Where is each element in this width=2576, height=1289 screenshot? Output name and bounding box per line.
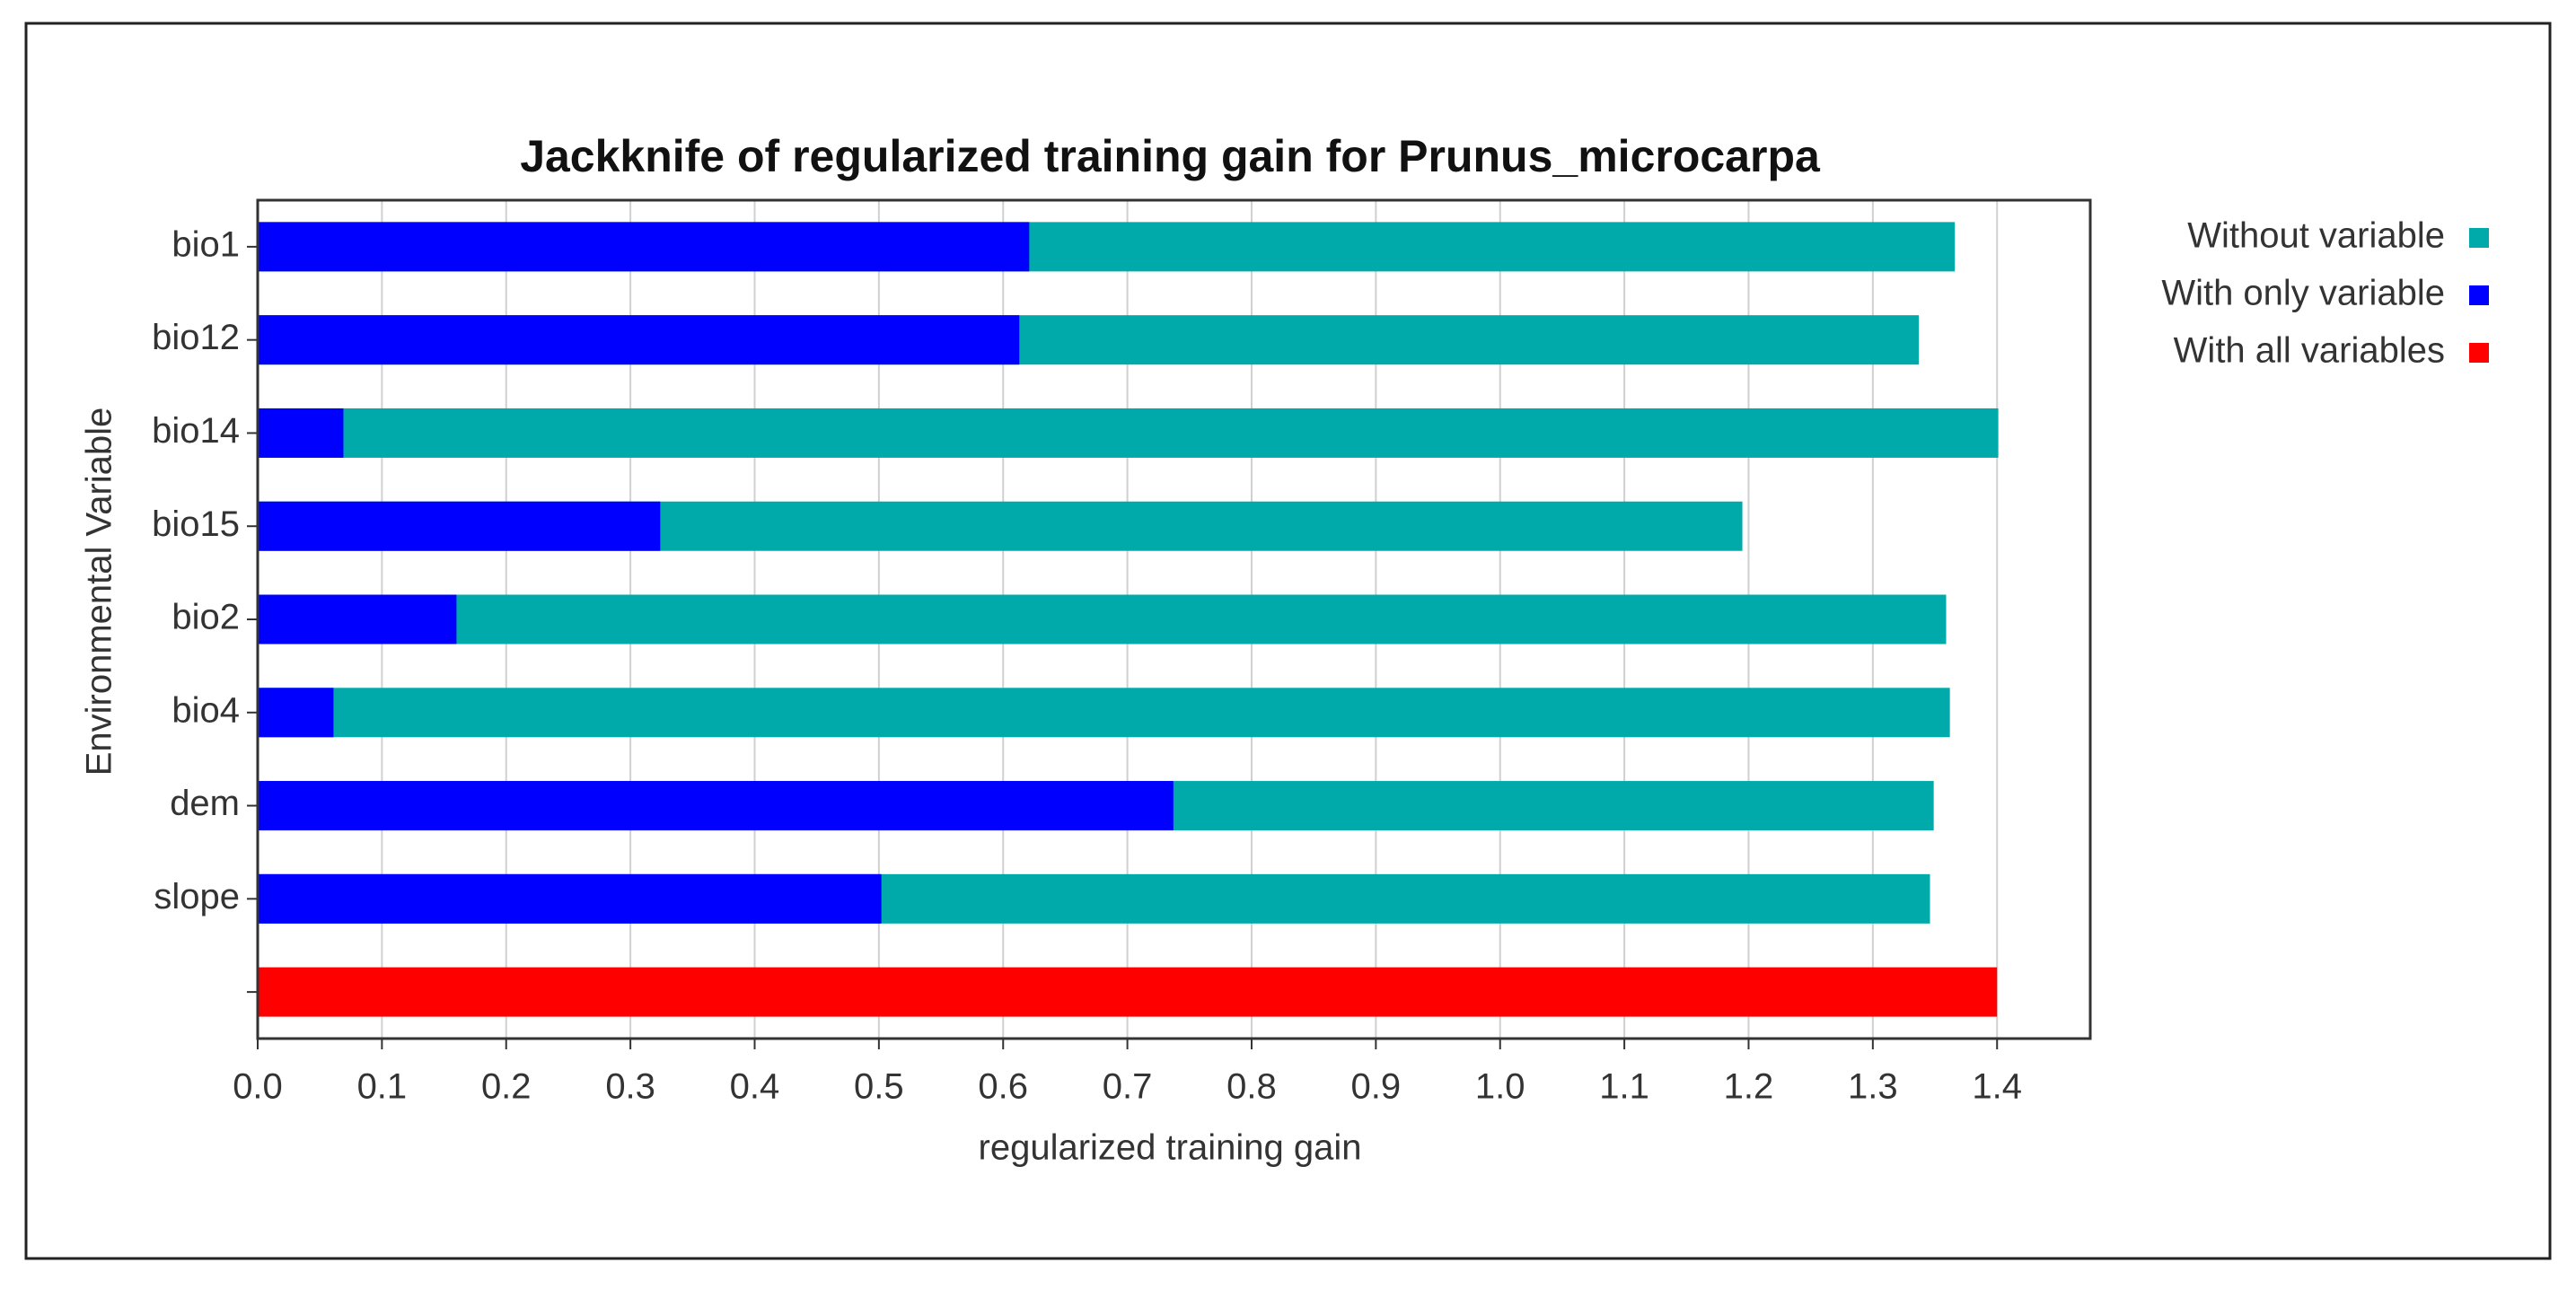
x-tick-label: 0.9 bbox=[1351, 1067, 1402, 1107]
bar bbox=[258, 408, 344, 458]
bar bbox=[258, 873, 882, 924]
bar bbox=[258, 594, 457, 644]
x-tick-label: 0.7 bbox=[1103, 1067, 1153, 1107]
bar bbox=[258, 222, 1030, 272]
legend-label: With all variables bbox=[2174, 331, 2445, 371]
x-tick-label: 0.6 bbox=[978, 1067, 1028, 1107]
y-tick-label: bio15 bbox=[152, 504, 240, 544]
legend-label: With only variable bbox=[2161, 274, 2445, 313]
y-tick-label: bio4 bbox=[171, 690, 240, 730]
bar bbox=[258, 408, 1999, 458]
y-tick-label: dem bbox=[170, 784, 240, 823]
y-tick-label: bio2 bbox=[171, 598, 240, 637]
bar bbox=[258, 688, 1950, 738]
x-axis-label: regularized training gain bbox=[979, 1128, 1362, 1168]
x-tick-label: 1.3 bbox=[1848, 1067, 1898, 1107]
y-tick-label: bio1 bbox=[171, 224, 240, 264]
legend-swatch bbox=[2469, 228, 2489, 248]
bar bbox=[258, 501, 661, 551]
x-tick-label: 1.1 bbox=[1599, 1067, 1649, 1107]
x-tick-label: 1.4 bbox=[1972, 1067, 2022, 1107]
x-tick-label: 0.2 bbox=[481, 1067, 532, 1107]
chart-title: Jackknife of regularized training gain f… bbox=[520, 131, 1821, 181]
x-tick-label: 0.3 bbox=[605, 1067, 655, 1107]
plot-border bbox=[256, 198, 2092, 1040]
bar bbox=[258, 315, 1020, 365]
y-tick-label: slope bbox=[154, 877, 240, 916]
y-tick-label: bio12 bbox=[152, 318, 240, 357]
x-tick-label: 0.8 bbox=[1226, 1067, 1277, 1107]
frame bbox=[24, 22, 2552, 1260]
bar bbox=[258, 688, 334, 738]
y-tick-label: bio14 bbox=[152, 411, 240, 451]
bar bbox=[258, 967, 1998, 1017]
x-tick-label: 0.4 bbox=[730, 1067, 780, 1107]
x-tick-label: 0.5 bbox=[854, 1067, 904, 1107]
legend-swatch bbox=[2469, 343, 2489, 363]
legend-swatch bbox=[2469, 285, 2489, 305]
x-tick-label: 0.0 bbox=[233, 1067, 283, 1107]
x-tick-label: 1.2 bbox=[1724, 1067, 1774, 1107]
legend-label: Without variable bbox=[2187, 216, 2445, 256]
bar bbox=[258, 781, 1174, 831]
x-tick-label: 0.1 bbox=[357, 1067, 408, 1107]
x-tick-label: 1.0 bbox=[1475, 1067, 1525, 1107]
y-axis-label: Environmental Variable bbox=[80, 408, 119, 776]
bar bbox=[258, 594, 1947, 644]
